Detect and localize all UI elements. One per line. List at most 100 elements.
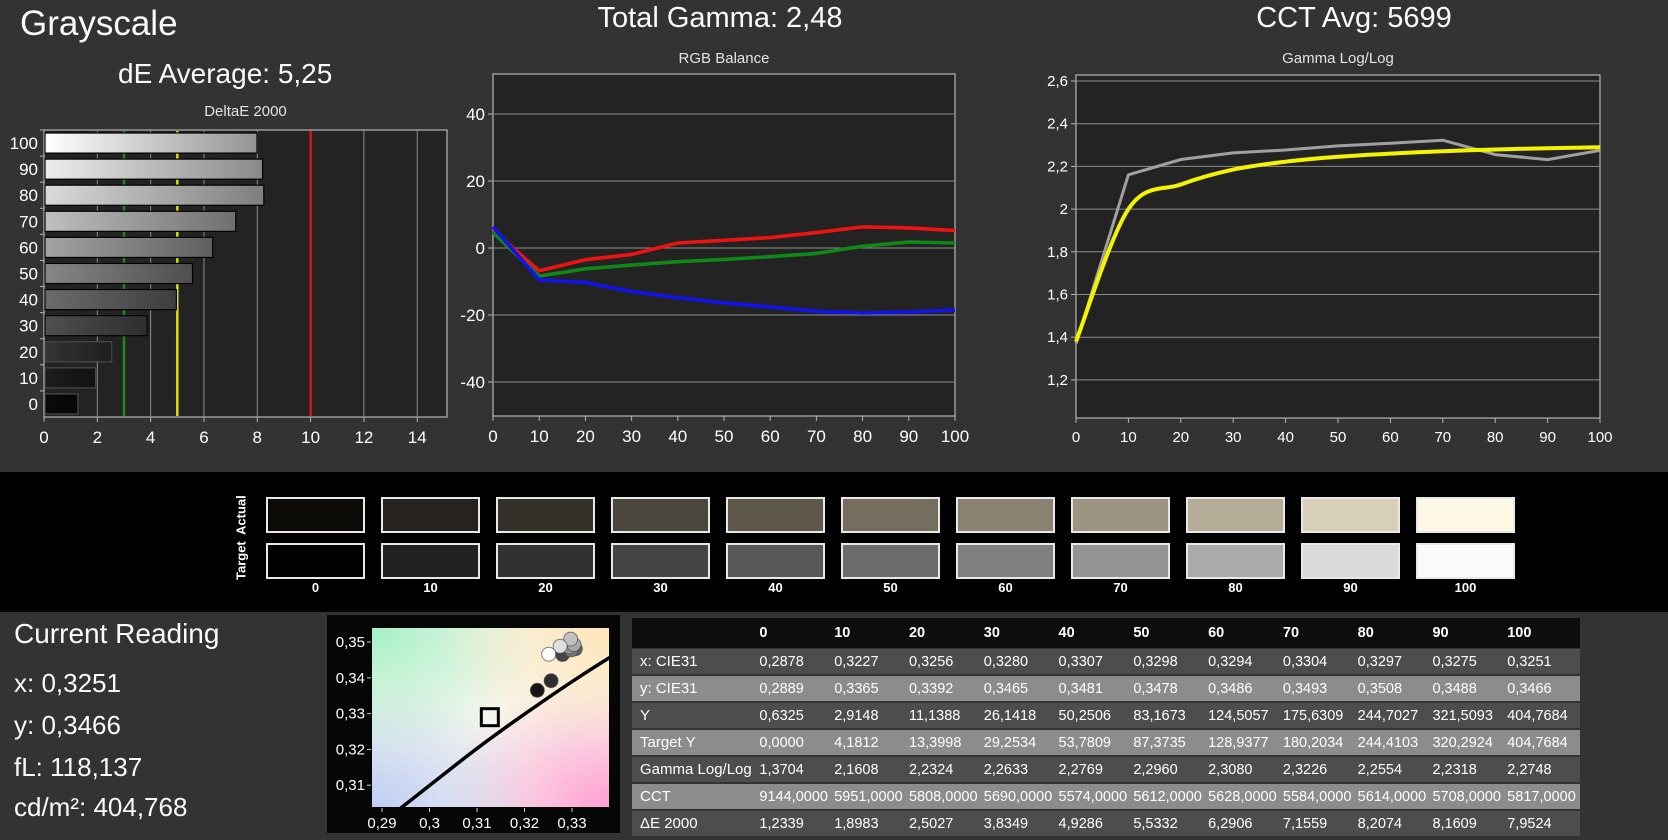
target-swatch-0 [266,543,365,579]
table-cell: 0,3275 [1432,653,1477,670]
swatch-level-label: 70 [1113,580,1128,595]
rgb-x-tick-label: 70 [807,427,826,446]
target-swatch-50 [841,543,940,579]
actual-swatch-60 [956,497,1055,533]
actual-swatch-30 [611,497,710,533]
target-swatch-60 [956,543,1055,579]
cie-plot-content [399,631,609,807]
table-cell: 11,1388 [908,707,961,724]
swatch-level-label: 40 [768,580,783,595]
table-cell: 0,3392 [908,680,954,697]
target-swatch-100 [1416,543,1515,579]
target-swatch-90 [1301,543,1400,579]
table-cell: 5614,0000 [1357,788,1427,805]
total-gamma-label: Total Gamma: 2,48 [597,2,843,34]
reading-cdm2-value: cd/m²: 404,768 [14,792,188,822]
reading-y-value: y: 0,3466 [14,710,121,740]
table-cell: 244,7027 [1357,707,1419,724]
deltae-bar-90 [44,158,264,180]
table-cell: 5951,0000 [834,788,903,805]
target-swatch-40 [726,543,825,579]
table-cell: 244,4103 [1357,734,1419,751]
swatch-level-label: 90 [1343,580,1358,595]
table-header-cell: 10 [834,625,851,641]
table-cell: 8,1609 [1432,815,1477,832]
table-cell: 7,9524 [1507,815,1552,832]
table-cell: 53,7809 [1058,734,1111,751]
deltae-bar-10 [44,367,97,389]
gamma-chart-title: Gamma Log/Log [1282,50,1394,67]
target-row-label: Target [233,541,249,581]
deltae-bar-50 [44,262,194,285]
cie-y-tick-label: 0,32 [336,741,365,758]
gamma-y-tick-label: 2,4 [1047,116,1068,133]
table-row-target-y: Target Y 0,0000 4,1812 13,3998 29,2534 53,780… [632,730,1580,755]
table-cell: 1,8983 [834,815,879,832]
white-point-target-marker [479,707,500,728]
cie-x-tick-label: 0,29 [367,815,396,832]
actual-row-label: Actual [233,495,249,535]
rgb-x-tick-label: 30 [622,427,641,446]
deltae-level-label: 100 [10,134,38,153]
rgb-y-tick-label: 20 [466,172,485,191]
table-cell: 0,3486 [1208,680,1253,697]
swatch-level-label: 60 [998,580,1013,595]
table-cell: 9144,0000 [759,788,828,805]
deltae-level-label: 40 [19,291,38,310]
table-cell: 1,2339 [759,815,804,832]
gamma-y-tick-label: 2 [1060,201,1068,218]
table-cell: 0,3478 [1133,680,1178,697]
table-cell: 2,5027 [908,815,954,832]
gamma-x-tick-label: 60 [1382,429,1399,446]
rgb-x-tick-label: 90 [899,427,918,446]
table-row-label: Target Y [640,734,696,751]
table-cell: 2,2324 [908,761,954,778]
table-cell: 5628,0000 [1208,788,1277,805]
rgb-y-tick-label: -40 [460,373,485,392]
gamma-y-tick-label: 1,2 [1047,372,1068,389]
reading-x-value: x: 0,3251 [14,668,121,698]
gamma-y-tick-label: 1,4 [1047,329,1068,346]
gamma-y-tick-label: 2,2 [1047,158,1068,175]
deltae-bar-100 [44,132,258,154]
table-cell: 2,9148 [834,707,879,724]
table-cell: 0,3488 [1432,680,1477,697]
table-cell: 5690,0000 [983,788,1053,805]
deltae-level-label: 80 [19,186,38,205]
cie-y-tick-label: 0,35 [336,634,365,651]
table-cell: 2,2769 [1058,761,1103,778]
cie-point-80 [563,631,579,647]
rgb-line-green [491,231,956,278]
gamma-x-tick-label: 0 [1072,429,1080,446]
gamma-x-tick-label: 10 [1120,429,1137,446]
blackbody-locus-curve [399,655,609,807]
table-cell: 0,3466 [1507,680,1552,697]
cie-x-tick-label: 0,32 [510,815,539,832]
table-header-cell: 90 [1432,625,1449,641]
table-cell: 0,3465 [983,680,1029,697]
swatch-level-label: 0 [311,580,320,595]
table-header-cell: 20 [908,625,926,641]
table-row-y: Y 0,6325 2,9148 11,1388 26,1418 50,2506 83,167… [632,703,1580,728]
table-cell: 2,2960 [1133,761,1178,778]
deltae-bar-30 [44,315,148,337]
table-cell: 0,3481 [1058,680,1103,697]
cie-chart: 0,35 0,34 0,33 0,32 0,31 0,29 0,3 0,31 0,32 0,33 [336,628,609,832]
swatch-level-label: 20 [538,580,553,595]
page-title: Grayscale [20,4,178,43]
table-cell: 0,3294 [1208,653,1253,670]
reading-fl-value: fL: 118,137 [14,752,143,782]
charts-section: Grayscale dE Average: 5,25 Total Gamma: … [9,2,1613,447]
swatch-level-label: 100 [1454,580,1477,595]
table-row-y-cie31: y: CIE31 0,2889 0,3365 0,3392 0,3465 0,3481 0,… [632,676,1580,701]
table-cell: 2,2633 [983,761,1029,778]
actual-swatch-100 [1416,497,1515,533]
gamma-x-tick-label: 30 [1225,429,1242,446]
table-row-label: x: CIE31 [640,653,698,670]
gamma-y-tick-label: 1,8 [1047,244,1068,261]
rgb-x-tick-label: 20 [576,427,595,446]
deltae-bar-40 [44,288,177,311]
actual-swatch-70 [1071,497,1170,533]
gamma-chart: 2,6 2,4 2,2 2 1,8 1,6 1,4 1,2 0 10 20 30 40 50 60 70 80 9… [1047,73,1612,446]
table-cell: 404,7684 [1507,734,1568,751]
